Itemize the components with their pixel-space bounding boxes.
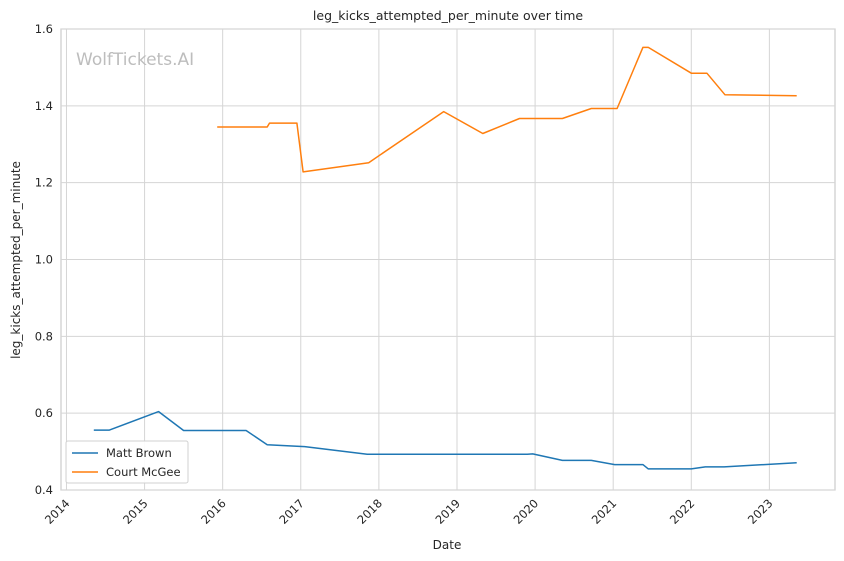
y-tick-label: 1.2 [35,176,53,190]
y-tick-label: 0.6 [35,406,53,420]
plot-area [60,28,836,491]
y-tick-label: 1.4 [35,99,53,113]
y-tick-label: 1.0 [35,253,53,267]
series-layer [93,46,797,470]
legend-label-court-mcgee: Court McGee [106,465,181,479]
series-line-matt-brown [93,410,797,470]
y-tick-label: 0.8 [35,329,53,343]
legend-label-matt-brown: Matt Brown [106,446,172,460]
y-tick-label: 1.6 [35,22,53,36]
y-tick-label: 0.4 [35,483,53,497]
y-axis-label: leg_kicks_attempted_per_minute [9,161,23,359]
legend: Matt Brown Court McGee [65,440,189,484]
y-axis-ticks: 0.4 0.6 0.8 1.0 1.2 1.4 1.6 [35,22,53,497]
series-line-court-mcgee [217,46,797,173]
chart-title: leg_kicks_attempted_per_minute over time [313,8,583,23]
grid-lines [61,28,835,491]
x-axis-label: Date [433,538,462,552]
watermark: WolfTickets.AI [76,50,194,70]
